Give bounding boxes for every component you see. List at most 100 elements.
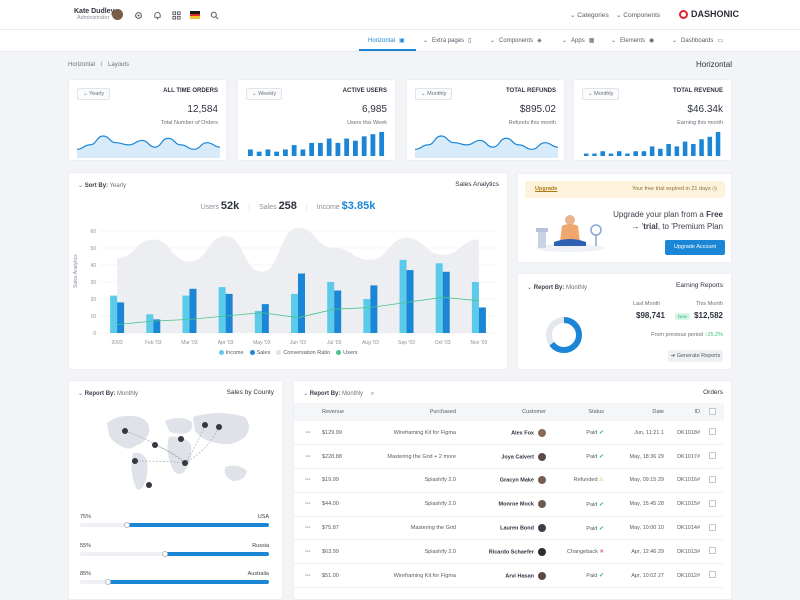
bar-sales — [298, 273, 305, 333]
gear-icon[interactable] — [133, 10, 143, 20]
cell-customer[interactable]: Monroe Mock — [498, 501, 534, 508]
header-actions — [294, 403, 322, 421]
legend-dot — [218, 350, 224, 356]
x-tick-label: Oct '03 — [435, 340, 451, 346]
menu-categories[interactable]: ⌄ Categories — [570, 11, 609, 19]
legend-item-users[interactable]: Users — [336, 350, 357, 356]
cell-customer[interactable]: Arvi Hasan — [505, 573, 534, 580]
table-row[interactable]: ··· $19.99 Spiashify 2.0 Gracyn Make Refunde… — [294, 468, 724, 493]
breadcrumb-home[interactable]: Horizontal — [68, 62, 96, 68]
spark-bar — [344, 138, 350, 156]
sparkline-area — [77, 136, 220, 158]
table-row[interactable]: ··· $44.00 Spiashify 2.0 Monroe Mock Paid ✔ M… — [294, 492, 724, 517]
upgrade-link[interactable]: Upgrade — [535, 186, 558, 192]
stat-title: ACTIVE USERS — [342, 88, 387, 94]
progress-handle[interactable] — [162, 550, 169, 557]
top-bar: Kate Dudley Administrator ⌄ Categories ⌄… — [0, 0, 800, 30]
cell-customer[interactable]: Joya Calvert — [501, 454, 534, 461]
language-flag-icon[interactable] — [190, 11, 200, 19]
legend-item-ratio[interactable]: Conversation Ratio — [276, 350, 330, 356]
row-checkbox[interactable] — [708, 499, 716, 507]
user-info[interactable]: Kate Dudley Administrator — [74, 8, 114, 21]
header-select — [700, 403, 724, 421]
more-icon[interactable]: ··· — [305, 453, 311, 460]
spark-bar — [379, 132, 385, 156]
spark-bar — [592, 153, 597, 156]
x-tick-label: Nov '03 — [471, 340, 488, 346]
new-badge: New — [675, 313, 691, 320]
progress-handle[interactable] — [124, 521, 131, 528]
nav-components[interactable]: ⌄ Components ◈ — [490, 37, 542, 45]
header-purchased[interactable]: Purchased — [429, 409, 456, 415]
last-month-value: $98,741 — [636, 311, 665, 320]
cell-status: Refunded — [573, 477, 598, 484]
logo[interactable]: DASHONIC — [679, 9, 739, 19]
avatar[interactable] — [112, 9, 123, 20]
table-row[interactable]: ··· $63.99 Spiashify 2.0 Ricardo Schaefer Ch… — [294, 539, 724, 565]
filter-dropdown[interactable]: ⌄ Monthly — [415, 88, 453, 100]
cell-customer[interactable]: Ricardo Schaefer — [488, 549, 534, 556]
y-tick-label: 10 — [90, 314, 96, 320]
legend-item-sales[interactable]: Sales — [249, 350, 271, 356]
header-customer[interactable]: Customer — [522, 409, 546, 415]
sort-dropdown[interactable]: ⌄ Sort By: Yearly — [78, 182, 126, 189]
table-row[interactable]: ··· $75.87 Mastering the Grid Lauren Bond Pa… — [294, 516, 724, 541]
search-icon[interactable]: ⌕ — [370, 391, 375, 397]
filter-dropdown[interactable]: ⌄ Monthly — [582, 88, 620, 100]
header-status[interactable]: Status — [588, 409, 604, 415]
row-checkbox[interactable] — [708, 571, 716, 579]
progress-handle[interactable] — [105, 578, 112, 585]
search-icon[interactable] — [209, 10, 219, 20]
row-checkbox[interactable] — [708, 547, 716, 555]
header-id[interactable]: ID — [694, 409, 701, 415]
table-row[interactable]: ··· $51.00 Wireframing Kit for Figma Arvi H… — [294, 563, 724, 589]
table-row[interactable]: ··· $228.88 Mastering the Grid + 2 more Joy… — [294, 444, 724, 470]
cell-status: Paid — [586, 501, 598, 508]
more-icon[interactable]: ··· — [305, 501, 311, 508]
nav-bar — [0, 30, 800, 52]
report-dropdown[interactable]: ⌄ Report By: Monthly — [527, 284, 587, 291]
select-all-checkbox[interactable] — [708, 407, 716, 415]
more-icon[interactable]: ··· — [305, 429, 311, 436]
row-checkbox[interactable] — [708, 523, 716, 531]
spark-bar — [265, 149, 271, 156]
cell-customer[interactable]: Lauren Bond — [500, 525, 534, 532]
nav-dashboards[interactable]: ⌄ Dashboards ▭ — [672, 37, 723, 45]
more-icon[interactable]: ··· — [305, 477, 311, 484]
row-checkbox[interactable] — [708, 475, 716, 483]
table-row[interactable]: ··· $129.99 Wireframing Kit for Figma Alex … — [294, 421, 724, 446]
more-icon[interactable]: ··· — [305, 572, 311, 579]
report-dropdown[interactable]: ⌄ Report By: Monthly — [78, 390, 138, 397]
bar-sales — [153, 319, 161, 333]
cell-status: Paid — [586, 430, 598, 437]
header-date[interactable]: Date — [652, 409, 664, 415]
grid-icon[interactable] — [171, 10, 181, 20]
cell-customer[interactable]: Gracyn Make — [499, 477, 534, 484]
row-checkbox[interactable] — [708, 428, 716, 436]
spark-bar — [674, 146, 680, 156]
stat-card-refunds: ⌄ Monthly TOTAL REFUNDS $895.02 Refunds … — [406, 79, 565, 161]
sort-label: Sort By: — [84, 183, 109, 189]
legend-label: Sales — [256, 350, 271, 356]
more-icon[interactable]: ··· — [305, 548, 311, 555]
legend-label: Users — [343, 350, 358, 356]
header-revenue[interactable]: Revenue — [322, 409, 345, 415]
upgrade-account-button[interactable]: Upgrade Account — [665, 240, 725, 255]
nav-elements[interactable]: ⌄ Elements ◉ — [611, 37, 654, 45]
legend-item-income[interactable]: Income — [218, 350, 244, 356]
chevron-down-icon: ⌄ — [570, 12, 578, 19]
filter-dropdown[interactable]: ⌄ Yearly — [77, 88, 111, 100]
filter-dropdown[interactable]: ⌄ Weekly — [246, 88, 283, 100]
nav-horizontal[interactable]: Horizontal ▣ — [368, 37, 405, 45]
more-icon[interactable]: ··· — [305, 525, 311, 532]
nav-extra-pages[interactable]: ⌄ Extra pages ▯ — [423, 37, 471, 45]
row-checkbox[interactable] — [708, 452, 716, 460]
nav-apps[interactable]: ⌄ Apps ▦ — [562, 37, 594, 45]
menu-components[interactable]: ⌄ Components — [616, 11, 660, 19]
report-dropdown[interactable]: ⌄ Report By: Monthly ⌕ — [303, 390, 374, 398]
warning-icon: ⚠ — [597, 477, 604, 484]
generate-reports-button[interactable]: ➔ Generate Reports — [668, 350, 723, 362]
bell-icon[interactable] — [152, 10, 162, 20]
cell-customer[interactable]: Alex Fox — [511, 430, 534, 437]
spark-bar — [682, 141, 688, 156]
